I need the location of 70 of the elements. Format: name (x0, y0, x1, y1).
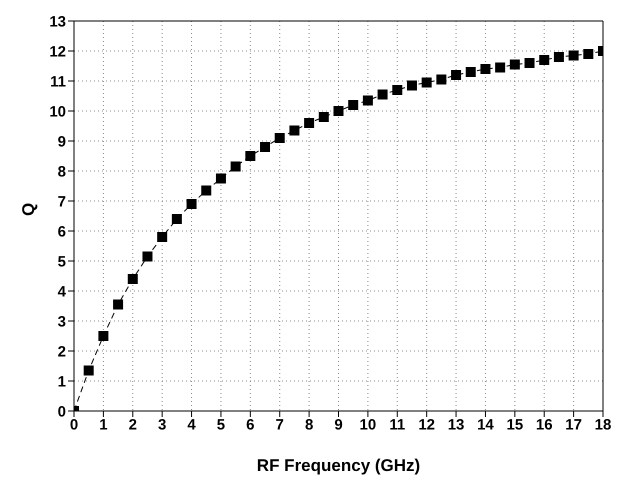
point (451, 70, 462, 80)
point (406, 80, 417, 90)
y-tick-label: 7 (58, 193, 66, 210)
point (201, 186, 212, 196)
point (510, 60, 520, 70)
y-tick-label: 9 (58, 133, 66, 150)
point (157, 232, 168, 242)
x-axis-title: RF Frequency (GHz) (256, 456, 420, 475)
point (230, 162, 241, 172)
point (362, 96, 373, 106)
point (539, 55, 550, 65)
point (583, 49, 594, 59)
y-tick-label: 3 (58, 313, 66, 330)
x-tick-label: 4 (187, 416, 196, 434)
x-tick-label: 16 (536, 416, 553, 434)
point (524, 58, 535, 68)
point (495, 62, 506, 72)
x-tick-label: 10 (360, 416, 376, 434)
x-tick-label: 6 (246, 416, 255, 434)
point (142, 252, 152, 262)
point (554, 52, 564, 62)
x-tick-label: 15 (506, 416, 524, 434)
y-tick-label: 0 (58, 403, 66, 420)
point (568, 50, 579, 60)
point (216, 174, 226, 184)
y-tick-label: 4 (58, 283, 67, 300)
x-tick-label: 18 (594, 416, 612, 434)
y-tick-label: 2 (58, 343, 66, 360)
x-tick-label: 17 (565, 416, 582, 434)
x-tick-label: 7 (276, 416, 284, 434)
x-tick-label: 13 (448, 416, 464, 434)
x-tick-label: 1 (99, 416, 108, 434)
x-tick-label: 0 (70, 416, 78, 434)
x-tick-label: 12 (418, 416, 436, 434)
point (113, 300, 124, 310)
point (392, 85, 402, 95)
point (480, 64, 490, 74)
x-tick-label: 9 (334, 416, 343, 434)
point (348, 100, 358, 110)
y-tick-label: 5 (58, 253, 66, 270)
y-tick-label: 6 (58, 223, 66, 240)
point (172, 214, 182, 224)
x-tick-label: 11 (389, 416, 406, 434)
x-tick-label: 5 (216, 416, 226, 434)
point (422, 78, 432, 88)
point (289, 126, 300, 136)
point (128, 274, 138, 284)
x-tick-label: 2 (128, 416, 137, 434)
x-tick-label: 14 (477, 416, 494, 434)
point (98, 331, 108, 341)
point (318, 112, 329, 122)
x-tick-label: 8 (304, 416, 314, 434)
y-tick-label: 12 (49, 43, 66, 60)
point (260, 142, 270, 152)
y-tick-label: 10 (49, 103, 66, 120)
y-tick-label: 13 (49, 13, 66, 30)
point (274, 133, 285, 143)
point (466, 67, 476, 77)
point (378, 90, 388, 100)
point (186, 199, 197, 209)
y-axis-title: Q (19, 202, 38, 216)
point (84, 366, 94, 376)
point (245, 151, 256, 161)
y-tick-label: 8 (58, 163, 66, 180)
point (334, 106, 344, 116)
y-tick-label: 1 (58, 373, 66, 390)
x-tick-label: 3 (158, 416, 166, 434)
point (436, 74, 446, 84)
y-tick-label: 11 (50, 73, 66, 90)
point (304, 118, 314, 128)
